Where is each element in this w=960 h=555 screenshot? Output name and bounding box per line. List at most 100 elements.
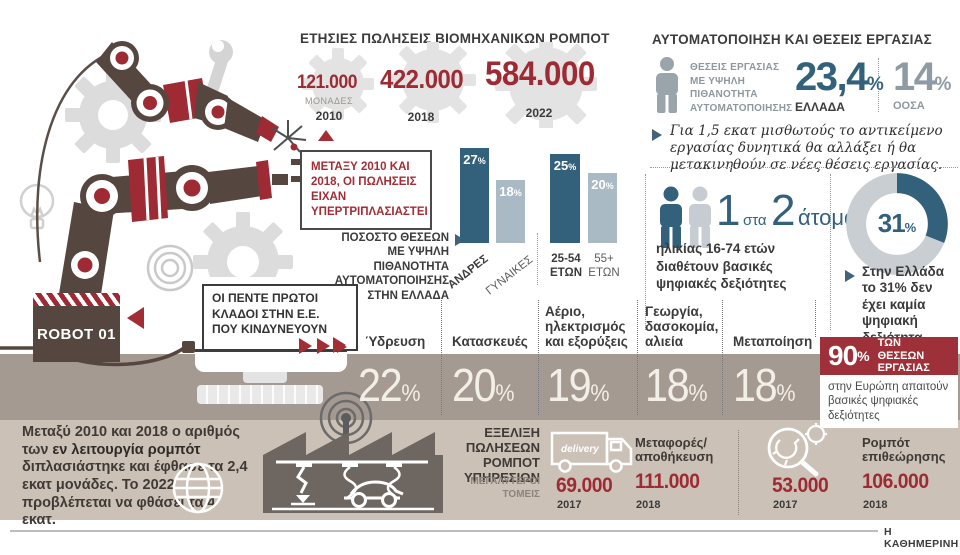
transport-value: 111.000 <box>635 470 700 493</box>
arrow-right-icon <box>317 338 330 354</box>
donut-chart <box>846 173 948 275</box>
sales-item-2022: 584.000 2022 <box>485 55 595 120</box>
credit-rule <box>10 530 878 532</box>
skills90-desc: στην Ευρώπη απαιτούν βασικές ψηφιακές δε… <box>828 381 949 422</box>
sector-value-water: 22% <box>358 359 421 411</box>
mid-band <box>0 354 960 420</box>
skills90-box: 90% ΤΩΝ ΘΕΣΕΩΝ ΕΡΓΑΣΙΑΣ <box>820 337 958 375</box>
separator <box>538 300 539 415</box>
sectors-callout-text: ΟΙ ΠΕΝΤΕ ΠΡΩΤΟΙ ΚΛΑΔΟΙ ΣΤΗΝ Ε.Ε. ΠΟΥ ΚΙΝ… <box>212 291 328 337</box>
sector-label-construction: Κατασκευές <box>452 334 528 349</box>
sales-year: 2022 <box>525 106 553 120</box>
person-icon <box>656 57 678 113</box>
arrow-left-icon <box>127 307 144 329</box>
arrow-right-icon <box>299 338 312 354</box>
spark-icon <box>271 120 307 153</box>
bar-value: 27 <box>463 152 478 167</box>
separator <box>878 58 879 112</box>
two-persons-icon <box>660 186 711 248</box>
wifi-icon <box>146 244 194 292</box>
sales-item-2018: 422.000 2018 <box>380 64 464 124</box>
sector-value-construction: 20% <box>452 359 515 411</box>
donut-number: 31 <box>877 208 906 238</box>
inspection-robot-icon <box>767 423 827 477</box>
bar-label-55plus: 55+ ΕΤΩΝ <box>588 253 620 280</box>
separator <box>830 174 831 330</box>
bar-chart-caption-text: ΠΟΣΟΣΤΟ ΘΕΣΕΩΝ ΜΕ ΥΨΗΛΗ ΠΙΘΑΝΟΤΗΤΑ ΑΥΤΟΜ… <box>334 232 449 302</box>
bar-value: 20 <box>591 177 606 192</box>
cable-curve <box>36 48 119 263</box>
note-bold: εν λειτουργία ρομπότ <box>52 441 201 458</box>
bar-label-women: ΓΥΝΑΙΚΕΣ <box>484 253 536 298</box>
skills90-label: ΤΩΝ ΘΕΣΕΩΝ ΕΡΓΑΣΙΑΣ <box>877 337 930 375</box>
delivery-value: 69.000 <box>556 474 613 497</box>
bar-value: 25 <box>553 158 569 173</box>
bar-value: 18 <box>499 184 514 199</box>
separator <box>537 233 538 285</box>
sector-label-gas: Αέριο, ηλεκτρισμός και εξορύξεις <box>545 304 628 350</box>
sector-value-gas: 19% <box>547 359 610 411</box>
sales-value: 422.000 <box>380 64 464 94</box>
arrow-right-icon <box>652 129 662 141</box>
sales-unit: ΜΟΝΑΔΕΣ <box>304 96 354 106</box>
sector-value-agriculture: 18% <box>645 359 708 411</box>
bar-age-55plus: 20% <box>588 173 617 243</box>
percent-sign: % <box>857 348 870 364</box>
sector-label-manufacturing: Μεταποίηση <box>733 334 813 349</box>
globe-icon <box>172 462 224 514</box>
note-part: διπλασιάστηκε και έφθασε τα 2,4 εκατ μον… <box>22 459 248 529</box>
keyboard <box>197 385 323 404</box>
bottom-band <box>0 420 960 520</box>
upper-robot-arm <box>96 41 279 142</box>
delivery-truck-icon: delivery <box>550 431 633 473</box>
separator <box>441 300 442 415</box>
skills90-desc-box: στην Ευρώπη απαιτούν βασικές ψηφιακές δε… <box>820 375 958 429</box>
lower-robot-arm <box>56 156 300 314</box>
operating-robots-note: Μεταξύ 2010 και 2018 ο αριθμός των εν λε… <box>22 424 252 530</box>
digital-skills-desc: ηλικίας 16-74 ετών διαθέτουν βασικές ψηφ… <box>656 241 787 292</box>
bar-label-men: ΑΝΔΡΕΣ <box>446 252 491 292</box>
bar-women: 18% <box>496 180 525 243</box>
greece-label: ΕΛΛΑΔΑ <box>795 100 845 114</box>
factory-illustration <box>263 432 443 513</box>
inspection-sales-value: 53.000 <box>772 474 829 497</box>
bar-chart-caption: ΠΟΣΟΣΤΟ ΘΕΣΕΩΝ ΜΕ ΥΨΗΛΗ ΠΙΘΑΝΟΤΗΤΑ ΑΥΤΟΜ… <box>325 231 449 303</box>
bar-age-25-54: 25% <box>550 154 580 243</box>
separator <box>645 174 646 330</box>
sector-label-agriculture: Γεωργία, δασοκομία, αλιεία <box>645 304 719 350</box>
inspection-sales-year: 2017 <box>773 499 798 511</box>
separator <box>650 167 958 168</box>
transport-label: Μεταφορές/ αποθήκευση <box>635 435 714 465</box>
skills90-value: 90 <box>828 340 858 371</box>
inspection-label: Ρομπότ επιθεώρησης <box>862 435 946 465</box>
one-in-two-stat: 1 στα 2 άτομα <box>716 186 857 236</box>
donut-note: Στην Ελλάδα το 31% δεν έχει καμία ψηφιακ… <box>862 264 945 345</box>
sectors-callout-box: ΟΙ ΠΕΝΤΕ ΠΡΩΤΟΙ ΚΛΑΔΟΙ ΣΤΗΝ Ε.Ε. ΠΟΥ ΚΙΝ… <box>202 284 358 351</box>
percent-sign: % <box>568 162 577 172</box>
oecd-value: 14 <box>893 55 936 99</box>
sector-label-water: Ύδρευση <box>365 334 426 349</box>
robot-name-plate: ROBOT 01 <box>33 306 120 362</box>
separator <box>637 300 638 415</box>
percent-sign: % <box>605 181 614 191</box>
percent-sign: % <box>866 74 884 95</box>
robot-name-label: ROBOT 01 <box>36 325 116 343</box>
credit-text: Η ΚΑΘΗΜΕΡΙΝΗ <box>884 526 959 550</box>
donut-value: 31% <box>868 208 926 239</box>
sector-value-manufacturing: 18% <box>733 359 796 411</box>
sales-value: 584.000 <box>485 55 595 93</box>
industrial-sales-title: ΕΤΗΣΙΕΣ ΠΩΛΗΣΕΙΣ ΒΙΟΜΗΧΑΝΙΚΩΝ ΡΟΜΠΟΤ <box>300 31 610 46</box>
bar-men: 27% <box>460 148 489 243</box>
truck-word: delivery <box>561 444 599 455</box>
one-in-two-n1: 1 <box>716 186 741 235</box>
inspection-value: 106.000 <box>862 470 929 493</box>
oecd-label: ΟΟΣΑ <box>893 100 925 112</box>
separator <box>722 300 723 415</box>
service-title-text: ΕΞΕΛΙΞΗ ΠΩΛΗΣΕΩΝ ΡΟΜΠΟΤ ΥΠΗΡΕΣΙΩΝ <box>463 425 540 485</box>
inspection-year: 2018 <box>863 499 888 511</box>
separator <box>738 430 739 515</box>
arrow-right-icon <box>333 337 346 353</box>
wrench-icon <box>207 40 233 94</box>
growth-note-text: ΜΕΤΑΞΥ 2010 ΚΑΙ 2018, ΟΙ ΠΩΛΗΣΕΙΣ ΕΙΧΑΝ … <box>311 161 428 218</box>
percent-sign: % <box>904 220 917 235</box>
